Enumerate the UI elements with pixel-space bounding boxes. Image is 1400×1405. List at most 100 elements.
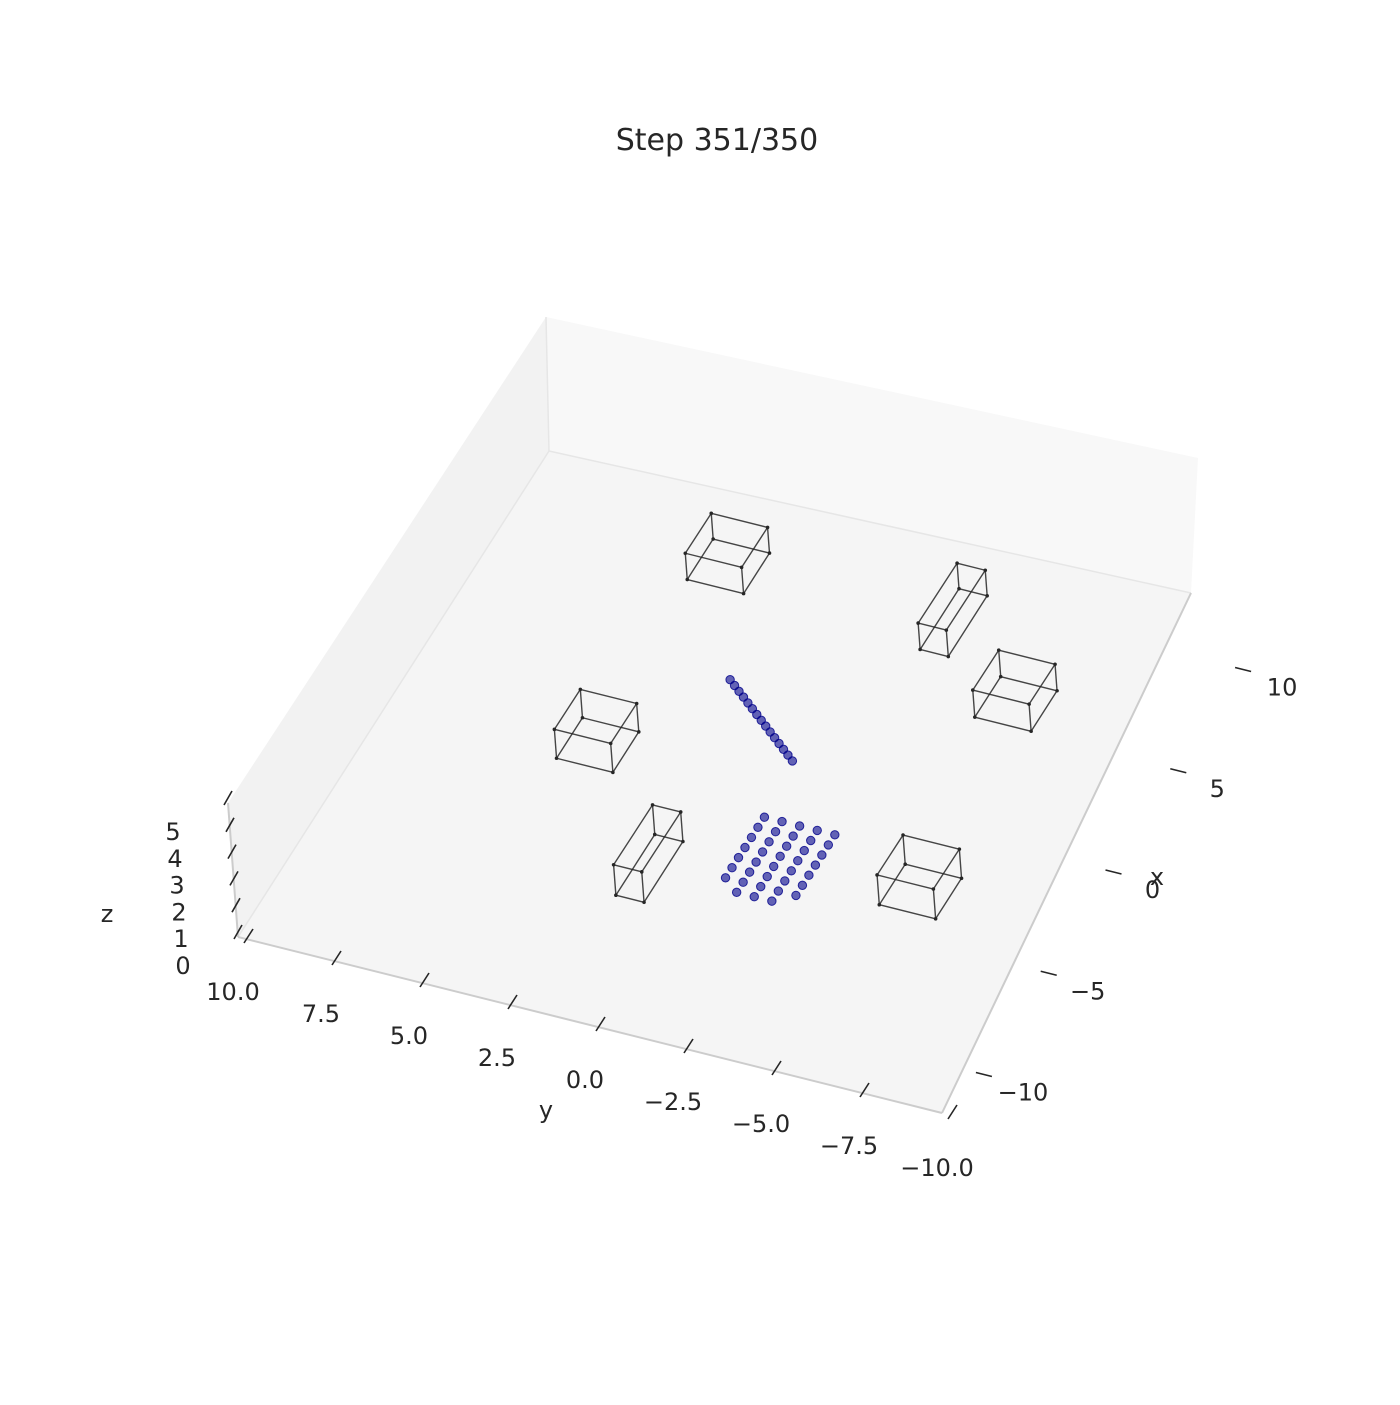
data-point xyxy=(768,861,779,872)
obstacle-box xyxy=(875,833,964,921)
data-point xyxy=(812,825,822,836)
z-tick-label: 3 xyxy=(169,872,184,900)
obstacle-vertex xyxy=(739,565,744,570)
obstacle-vertex xyxy=(983,568,988,573)
obstacle-vertex xyxy=(1053,662,1057,667)
obstacle-vertex xyxy=(957,847,962,851)
z-tick-label: 2 xyxy=(171,898,186,926)
obstacle-edge xyxy=(651,804,656,835)
obstacle-vertex xyxy=(946,654,951,659)
obstacle-vertex xyxy=(998,674,1003,679)
x-tick-mark xyxy=(1105,869,1122,875)
obstacle-edge xyxy=(945,569,986,631)
obstacle-vertex xyxy=(916,621,920,625)
obstacle-edge xyxy=(902,834,960,850)
obstacle-vertex xyxy=(957,586,961,591)
data-point xyxy=(794,821,805,831)
floor-pane xyxy=(238,451,1191,1113)
y-tick-mark xyxy=(595,1016,606,1032)
obstacle-vertex xyxy=(683,551,688,556)
obstacle-edge xyxy=(1054,664,1058,691)
obstacle-edge xyxy=(615,834,656,896)
obstacle-edge xyxy=(878,863,906,906)
obstacle-vertex xyxy=(959,876,964,881)
obstacle-edge xyxy=(710,513,714,540)
obstacle-vertex xyxy=(678,810,683,814)
data-point xyxy=(759,812,770,822)
obstacle-edge xyxy=(554,728,611,745)
data-point xyxy=(787,756,798,766)
data-point xyxy=(788,831,798,841)
obstacle-edge xyxy=(1028,704,1032,732)
obstacle-box xyxy=(970,648,1059,734)
obstacle-edge xyxy=(652,804,681,813)
obstacle-vertex xyxy=(955,561,959,566)
obstacle-vertex xyxy=(711,537,715,541)
obstacle-edge xyxy=(958,588,988,597)
obstacle-edge xyxy=(956,563,960,589)
z-tick-mark xyxy=(223,790,233,806)
obstacle-vertex xyxy=(1029,729,1033,734)
obstacle-edge xyxy=(998,650,1002,677)
obstacle-edge xyxy=(935,877,963,920)
obstacle-edge xyxy=(654,833,684,843)
obstacle-edge xyxy=(687,578,744,595)
chart-title: Step 351/350 xyxy=(616,123,818,158)
data-point xyxy=(764,837,774,847)
obstacle-vertex xyxy=(578,687,583,692)
x-tick-mark xyxy=(1234,666,1252,673)
obstacle-vertex xyxy=(944,628,949,632)
pane-edge xyxy=(548,450,1192,594)
obstacle-vertex xyxy=(875,873,879,877)
obstacle-edge xyxy=(686,538,714,580)
data-point xyxy=(757,847,768,857)
obstacle-vertex xyxy=(634,701,639,706)
obstacle-vertex xyxy=(552,727,557,732)
obstacle-edge xyxy=(974,676,1002,718)
obstacle-edge xyxy=(641,871,645,903)
data-point xyxy=(786,866,796,876)
data-point xyxy=(773,886,784,896)
x-tick-mark xyxy=(975,1071,993,1078)
obstacle-edge xyxy=(972,689,1030,705)
y-tick-label: 2.5 xyxy=(478,1044,516,1072)
obstacle-edge xyxy=(917,562,958,624)
x-tick-mark xyxy=(1170,767,1187,774)
obstacle-edge xyxy=(685,552,742,569)
obstacle-vertex xyxy=(636,730,641,734)
obstacle-edge xyxy=(917,623,921,650)
obstacle-edge xyxy=(579,689,584,718)
obstacle-edge xyxy=(580,688,637,705)
obstacle-edge xyxy=(972,690,976,718)
data-point xyxy=(830,830,840,840)
y-axis-line xyxy=(237,936,943,1114)
data-point xyxy=(775,851,785,862)
data-point xyxy=(791,890,801,901)
obstacle-vertex xyxy=(933,916,938,921)
obstacle-vertex xyxy=(903,862,908,867)
obstacle-edge xyxy=(879,904,936,920)
obstacle-edge xyxy=(958,849,963,879)
obstacle-vertex xyxy=(642,900,646,905)
z-tick-label: 4 xyxy=(167,845,182,873)
obstacle-vertex xyxy=(709,511,714,516)
obstacle-edge xyxy=(684,553,688,580)
obstacle-edge xyxy=(553,689,581,730)
data-point xyxy=(720,873,731,883)
left-wall-pane xyxy=(228,317,549,937)
z-tick-mark xyxy=(233,924,243,940)
obstacle-edge xyxy=(641,811,682,873)
data-point xyxy=(746,832,757,843)
obstacle-edge xyxy=(998,649,1056,665)
obstacle-box xyxy=(683,511,772,596)
obstacle-edge xyxy=(876,874,880,905)
y-axis-label: y xyxy=(539,1096,553,1124)
obstacle-edge xyxy=(876,874,934,890)
obstacle-edge xyxy=(742,552,771,594)
obstacle-edge xyxy=(613,864,642,873)
obstacle-vertex xyxy=(996,648,1001,652)
obstacle-vertex xyxy=(611,770,615,775)
obstacle-edge xyxy=(740,567,745,594)
data-point xyxy=(767,896,777,906)
